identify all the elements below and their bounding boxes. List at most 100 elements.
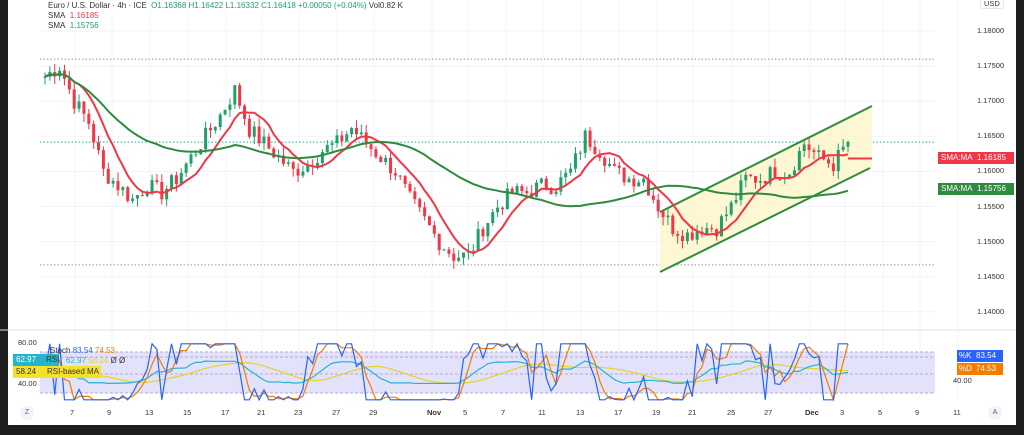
candle-body [272,148,276,158]
candle-body [330,143,334,145]
price-tick: 1.16000 [977,166,1005,176]
candle-body [320,151,324,164]
channel-lower-line [659,167,871,273]
candle-body [364,132,368,145]
candle-body [822,150,826,160]
candle-body [588,130,592,147]
rsi-legend[interactable]: 62.97 58.24 Ø Ø [66,356,125,366]
time-tick: 7 [70,408,75,417]
rsi-ma-tag: 58.24 [13,366,45,378]
timezone-button[interactable]: Z [20,406,34,420]
sma-slow-tag-value: 1.15756 [974,183,1014,195]
candle-body [335,135,339,144]
candle-body [111,180,115,184]
candle-body [262,136,266,144]
candle-body [705,228,709,235]
rsi-tag: 62.97 [13,354,45,366]
candle-body [817,150,821,153]
candle-body [758,180,762,183]
candle-body [379,156,383,163]
auto-scale-button[interactable]: A [988,406,1002,420]
candle-body [204,127,208,150]
candle-body [359,132,363,135]
candle-body [140,195,144,197]
stoch-legend[interactable]: Stoch 83.54 74.53 [50,346,115,356]
time-tick: 9 [107,408,112,417]
price-tick: 1.15500 [977,201,1005,211]
volume-value: Vol0.82 K [368,1,403,10]
candle-body [719,216,723,237]
candle-body [569,168,573,173]
candle-body [452,253,456,261]
price-tick: 1.18000 [977,26,1005,35]
candle-body [515,186,519,194]
candle-body [170,175,174,189]
candle-body [228,104,232,110]
low-value: L1.16332 [225,1,259,10]
candle-body [457,257,461,261]
candle-body [778,178,782,180]
candle-body [389,157,393,174]
sma-fast-legend[interactable]: SMA 1.16185 [48,11,99,21]
candle-body [325,144,329,152]
candle-body [345,134,349,142]
time-tick: 17 [614,408,623,417]
candle-body [423,207,427,217]
candle-body [710,228,714,230]
candle-body [184,163,188,173]
candle-body [685,232,689,242]
time-tick: 27 [764,408,773,417]
candle-body [213,127,217,131]
candle-body [384,157,388,163]
candle-body [67,78,71,90]
candle-body [695,231,699,240]
candle-body [797,151,801,171]
candle-body [296,168,300,176]
rsi-ma-value: 58.24 [88,356,109,365]
candle-body [651,195,655,200]
channel-fill [660,106,872,272]
candle-body [788,174,792,178]
candle-body [165,188,169,200]
candle-body [749,174,753,177]
open-value: O1.16368 [151,1,187,10]
candle-body [432,225,436,234]
symbol-name: Euro / U.S. Dollar · 4h · ICE [48,1,147,10]
sma-label: SMA [48,11,66,20]
sma-slow-legend[interactable]: SMA 1.15756 [48,21,99,31]
candle-body [87,113,91,124]
candle-body [131,198,135,201]
change-value: +0.00050 (+0.04%) [298,1,367,10]
candle-body [179,172,183,184]
candle-body [578,152,582,154]
oscillator-band [40,352,935,393]
candle-body [831,163,835,172]
time-tick: Nov [427,408,442,417]
currency-label[interactable]: USD [980,0,1004,9]
candle-body [218,114,222,128]
price-tick: 1.17000 [977,96,1005,106]
candle-body [418,199,422,208]
time-tick: 7 [501,408,506,417]
time-tick: 13 [145,408,154,417]
candle-body [564,172,568,178]
rsi-extra-1: Ø [110,356,117,365]
price-tick: 1.14500 [977,271,1005,281]
candle-body [827,159,831,164]
candle-body [661,211,665,218]
time-tick: 9 [915,408,920,417]
candle-body [598,153,602,158]
candle-body [544,178,548,190]
candle-body [476,229,480,251]
candle-body [135,195,139,199]
candle-body [72,89,76,109]
rsi-ma-tag-label: RSI-based MA [45,366,102,378]
candle-body [583,130,587,153]
candle-body [525,191,529,194]
candle-body [671,215,675,235]
candle-body [559,177,563,192]
time-tick: 13 [576,408,585,417]
candle-body [247,118,251,137]
rsi-value: 62.97 [66,356,87,365]
